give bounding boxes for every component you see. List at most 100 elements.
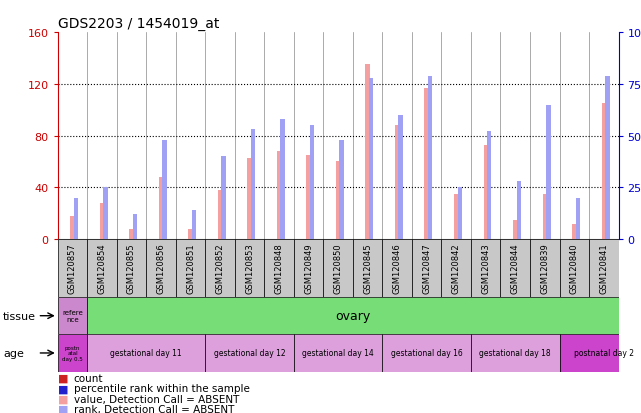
Bar [87,240,117,297]
Bar [383,240,412,297]
Bar [218,190,222,240]
Text: GSM120848: GSM120848 [274,242,283,293]
Bar [58,335,87,372]
Bar [159,178,163,240]
Text: ■: ■ [58,383,68,393]
Bar [176,240,205,297]
Bar [205,335,294,372]
Text: GSM120843: GSM120843 [481,242,490,293]
Bar [247,158,252,240]
Bar [572,224,576,240]
Text: GSM120842: GSM120842 [452,242,461,293]
Bar [560,240,589,297]
Text: gestational day 12: gestational day 12 [213,349,285,358]
Text: GSM120847: GSM120847 [422,242,431,293]
Bar [133,215,137,240]
Bar [501,240,530,297]
Text: GSM120851: GSM120851 [186,242,195,293]
Bar [471,335,560,372]
Bar [294,335,383,372]
Text: GSM120856: GSM120856 [156,242,165,293]
Bar [74,198,78,240]
Text: GSM120840: GSM120840 [570,242,579,293]
Bar [221,157,226,240]
Bar [353,240,383,297]
Bar [442,240,471,297]
Text: tissue: tissue [3,311,36,321]
Bar [517,182,521,240]
Text: age: age [3,348,24,358]
Text: GSM120841: GSM120841 [599,242,608,293]
Text: GSM120855: GSM120855 [127,242,136,293]
Bar [483,145,488,240]
Text: value, Detection Call = ABSENT: value, Detection Call = ABSENT [74,394,239,404]
Bar [310,126,314,240]
Bar [546,105,551,240]
Bar [188,229,193,240]
Text: gestational day 11: gestational day 11 [110,349,182,358]
Bar [383,335,471,372]
Bar [369,78,374,240]
Text: percentile rank within the sample: percentile rank within the sample [74,383,249,393]
Text: refere
nce: refere nce [62,309,83,323]
Bar [513,220,517,240]
Text: rank, Detection Call = ABSENT: rank, Detection Call = ABSENT [74,404,234,413]
Bar [205,240,235,297]
Bar [58,297,87,335]
Text: GSM120845: GSM120845 [363,242,372,293]
Bar [294,240,323,297]
Bar [117,240,146,297]
Text: GDS2203 / 1454019_at: GDS2203 / 1454019_at [58,17,219,31]
Bar [412,240,442,297]
Bar [103,188,108,240]
Bar [87,335,205,372]
Bar [100,204,104,240]
Bar [399,116,403,240]
Text: GSM120854: GSM120854 [97,242,106,293]
Bar [306,156,311,240]
Bar [542,195,547,240]
Bar [336,162,340,240]
Bar [458,188,462,240]
Text: ■: ■ [58,373,68,383]
Bar [251,130,255,240]
Text: GSM120857: GSM120857 [68,242,77,293]
Bar [605,76,610,240]
Bar [395,126,399,240]
Bar [602,104,606,240]
Text: postnatal day 2: postnatal day 2 [574,349,634,358]
Bar [365,65,370,240]
Text: gestational day 16: gestational day 16 [391,349,463,358]
Text: GSM120839: GSM120839 [540,242,549,293]
Text: ovary: ovary [335,309,370,323]
Text: ■: ■ [58,394,68,404]
Bar [560,335,641,372]
Text: GSM120852: GSM120852 [215,242,224,293]
Text: GSM120853: GSM120853 [245,242,254,293]
Bar [280,120,285,240]
Text: ■: ■ [58,404,68,413]
Bar [162,140,167,240]
Bar [576,198,580,240]
Bar [277,152,281,240]
Text: GSM120850: GSM120850 [333,242,343,293]
Bar [264,240,294,297]
Bar [589,240,619,297]
Bar [530,240,560,297]
Bar [424,88,429,240]
Bar [471,240,501,297]
Bar [235,240,264,297]
Text: gestational day 18: gestational day 18 [479,349,551,358]
Text: GSM120846: GSM120846 [393,242,402,293]
Bar [129,229,134,240]
Text: postn
atal
day 0.5: postn atal day 0.5 [62,345,83,361]
Text: GSM120844: GSM120844 [511,242,520,293]
Bar [192,211,196,240]
Bar [454,195,458,240]
Bar [58,240,87,297]
Bar [71,216,74,240]
Text: GSM120849: GSM120849 [304,242,313,293]
Text: count: count [74,373,103,383]
Bar [487,132,492,240]
Bar [340,140,344,240]
